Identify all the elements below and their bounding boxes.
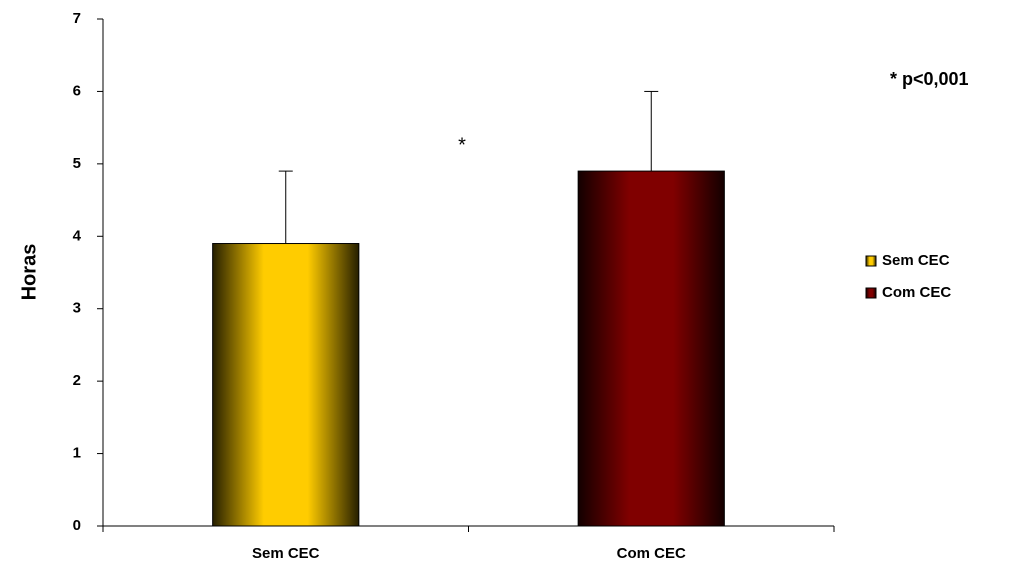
legend-swatch bbox=[865, 287, 877, 299]
x-tick-label: Com CEC bbox=[617, 545, 686, 562]
annotation: * p<0,001 bbox=[890, 69, 969, 89]
y-tick-label: 6 bbox=[73, 82, 81, 99]
y-tick-label: 5 bbox=[73, 155, 81, 172]
y-tick-label: 7 bbox=[73, 10, 81, 27]
bar bbox=[212, 243, 360, 527]
bar bbox=[577, 170, 725, 527]
y-tick-label: 2 bbox=[73, 372, 81, 389]
y-tick-label: 1 bbox=[73, 445, 81, 462]
y-axis-label: Horas bbox=[18, 244, 40, 301]
y-tick-label: 0 bbox=[73, 517, 81, 534]
legend-swatch bbox=[865, 255, 877, 267]
legend-label: Com CEC bbox=[882, 284, 951, 301]
annotation: * bbox=[458, 134, 466, 156]
y-tick-label: 3 bbox=[73, 300, 81, 317]
legend-label: Sem CEC bbox=[882, 252, 950, 269]
y-tick-label: 4 bbox=[73, 227, 82, 244]
x-tick-label: Sem CEC bbox=[252, 545, 320, 562]
